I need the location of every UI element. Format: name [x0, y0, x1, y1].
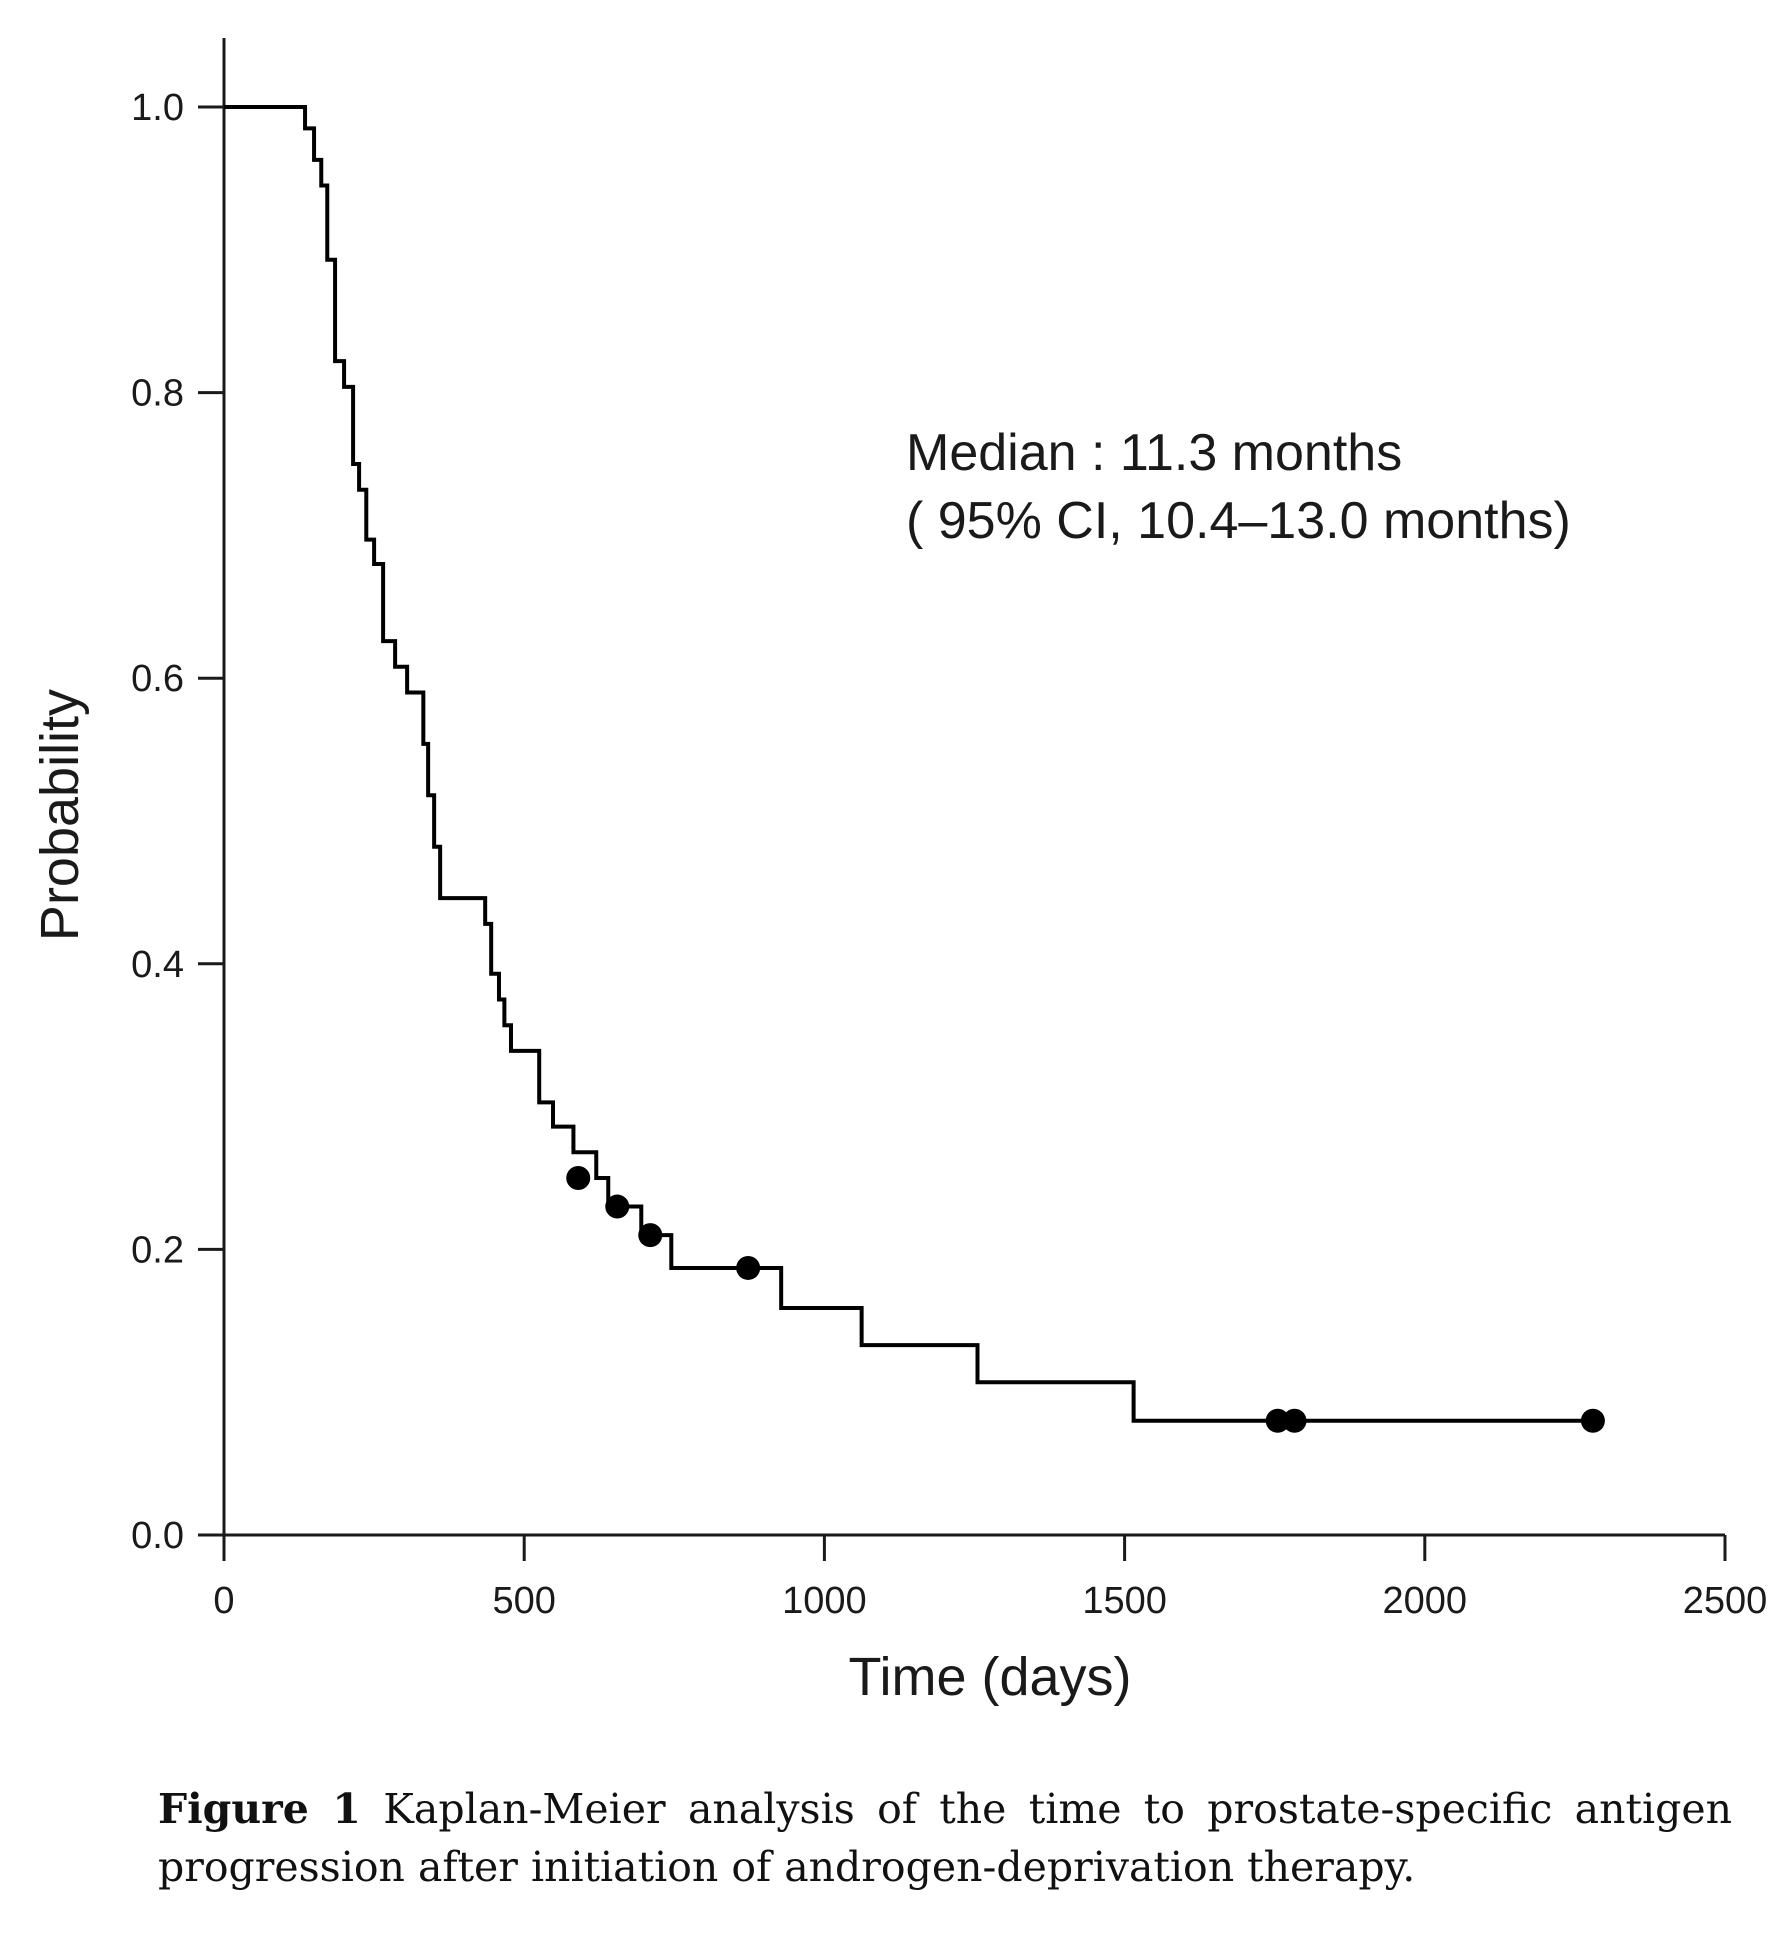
- x-axis-title: Time (days): [848, 1647, 1131, 1707]
- y-tick-label: 0.2: [131, 1229, 184, 1271]
- x-axis: 0 500 1000 1500 2000 2500: [213, 1533, 1767, 1622]
- censor-marks: [566, 1166, 1605, 1433]
- y-ticks: 0.0 0.2 0.4 0.6 0.8 1.0: [131, 87, 224, 1557]
- censor-mark: [566, 1166, 591, 1190]
- y-tick-label: 0.6: [131, 658, 184, 700]
- figure-caption: Figure 1 Kaplan-Meier analysis of the ti…: [158, 1780, 1732, 1896]
- x-tick-label: 1000: [782, 1580, 867, 1622]
- y-tick-label: 1.0: [131, 87, 184, 129]
- caption-label: Figure 1: [158, 1785, 361, 1833]
- x-tick-label: 500: [492, 1580, 555, 1622]
- y-axis-title: Probability: [30, 689, 90, 941]
- y-tick-label: 0.8: [131, 373, 184, 415]
- x-tick-label: 2000: [1383, 1580, 1468, 1622]
- censor-mark: [605, 1194, 630, 1219]
- censor-mark: [1265, 1408, 1290, 1433]
- y-tick-label: 0.4: [131, 944, 184, 986]
- censor-mark: [1282, 1408, 1307, 1433]
- kaplan-meier-chart: 0.00.20.40.60.81.0 0 500 1000 1500 2000 2500 …: [30, 38, 1767, 1707]
- x-tick-label: 2500: [1683, 1580, 1768, 1622]
- x-ticks: 0 500 1000 1500 2000 2500: [213, 1535, 1767, 1622]
- ci-annotation: ( 95% CI, 10.4–13.0 months): [906, 492, 1571, 550]
- caption-text: Kaplan-Meier analysis of the time to pro…: [158, 1785, 1732, 1891]
- censor-mark: [736, 1255, 761, 1280]
- censor-mark: [1580, 1408, 1605, 1433]
- median-annotation: Median : 11.3 months: [906, 424, 1402, 482]
- survival-curve: [224, 105, 1593, 1423]
- x-tick-label: 1500: [1082, 1580, 1167, 1622]
- y-axis: 0.0 0.2 0.4 0.6 0.8 1.0: [131, 38, 226, 1557]
- x-tick-label: 0: [213, 1580, 234, 1622]
- y-tick-label: 0.0: [131, 1515, 184, 1557]
- censor-mark: [638, 1223, 663, 1248]
